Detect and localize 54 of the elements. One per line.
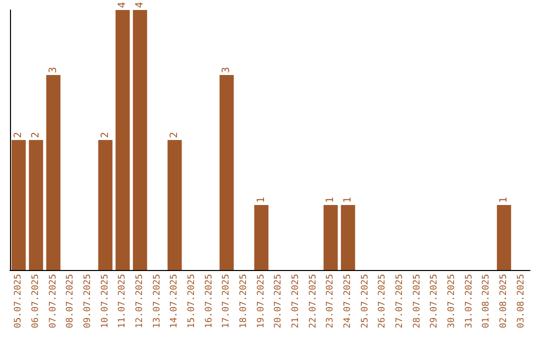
x-tick-label: 02.08.2025 bbox=[499, 274, 509, 328]
bar bbox=[116, 10, 130, 270]
data-label: 1 bbox=[498, 196, 510, 203]
x-tick-label: 15.07.2025 bbox=[187, 274, 197, 328]
bar bbox=[168, 140, 182, 270]
data-label: 2 bbox=[30, 132, 42, 138]
x-tick-label: 29.07.2025 bbox=[430, 274, 440, 328]
x-tick-label: 31.07.2025 bbox=[464, 274, 474, 328]
bar bbox=[98, 140, 112, 270]
data-label: 2 bbox=[100, 132, 111, 138]
data-label: 3 bbox=[48, 66, 59, 73]
x-tick-label: 18.07.2025 bbox=[239, 274, 249, 328]
x-tick-label: 26.07.2025 bbox=[378, 274, 388, 328]
bar bbox=[496, 205, 512, 270]
x-tick-label: 01.08.2025 bbox=[482, 274, 492, 328]
x-tick-label: 17.07.2025 bbox=[222, 274, 232, 328]
x-tick-label: 22.07.2025 bbox=[308, 274, 318, 328]
x-tick-label: 25.07.2025 bbox=[360, 274, 370, 328]
x-tick-label: 11.07.2025 bbox=[118, 274, 128, 328]
x-tick-label: 20.07.2025 bbox=[274, 274, 284, 328]
x-tick-label: 08.07.2025 bbox=[66, 274, 76, 328]
data-label: 1 bbox=[256, 196, 267, 203]
x-tick-label: 19.07.2025 bbox=[256, 274, 266, 328]
x-tick-label: 28.07.2025 bbox=[412, 274, 422, 328]
x-tick-label: 12.07.2025 bbox=[135, 274, 145, 328]
x-tick-label: 14.07.2025 bbox=[170, 274, 180, 328]
data-label: 4 bbox=[117, 2, 128, 8]
x-tick-label: 10.07.2025 bbox=[100, 274, 110, 328]
x-tick-label: 24.07.2025 bbox=[343, 274, 353, 328]
x-tick-label: 21.07.2025 bbox=[291, 274, 301, 328]
x-tick-label: 03.08.2025 bbox=[516, 274, 526, 328]
bar bbox=[28, 140, 44, 270]
x-tick-label: 07.07.2025 bbox=[48, 274, 58, 328]
x-tick-label: 09.07.2025 bbox=[83, 274, 93, 328]
data-label: 4 bbox=[134, 2, 146, 8]
bar bbox=[340, 205, 356, 270]
bar bbox=[132, 10, 148, 270]
data-label: 2 bbox=[13, 132, 24, 138]
x-tick-label: 30.07.2025 bbox=[447, 274, 457, 328]
bar bbox=[220, 75, 234, 270]
x-tick-label: 27.07.2025 bbox=[395, 274, 405, 328]
data-label: 3 bbox=[221, 66, 232, 73]
x-tick-label: 05.07.2025 bbox=[14, 274, 24, 328]
bar bbox=[254, 205, 268, 270]
data-label: 1 bbox=[342, 196, 354, 203]
x-tick-label: 13.07.2025 bbox=[152, 274, 162, 328]
x-tick-label: 06.07.2025 bbox=[31, 274, 41, 328]
data-label: 1 bbox=[325, 196, 336, 203]
bar bbox=[324, 205, 338, 270]
bar bbox=[12, 140, 26, 270]
x-tick-label: 23.07.2025 bbox=[326, 274, 336, 328]
x-tick-label: 16.07.2025 bbox=[204, 274, 214, 328]
data-label: 2 bbox=[169, 132, 180, 138]
bar bbox=[46, 75, 60, 270]
